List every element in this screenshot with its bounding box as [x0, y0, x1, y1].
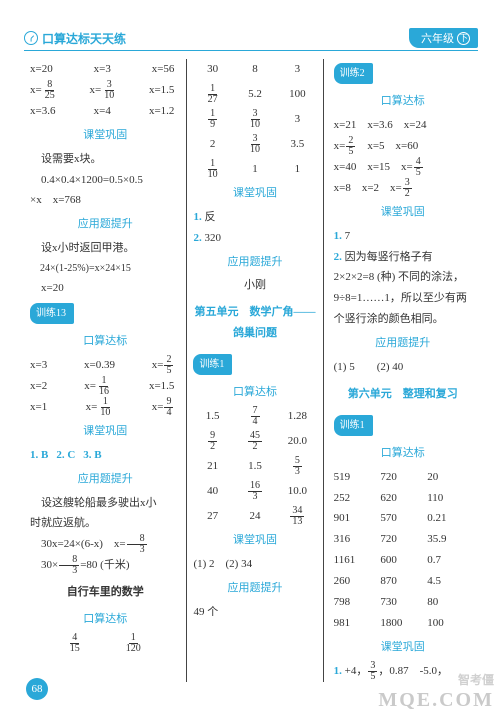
c2-kt2t: 课堂巩固 — [193, 530, 316, 551]
unit5: 第五单元 数学广角——鸽巢问题 — [193, 302, 316, 344]
bike-vals: 415 1120 — [30, 633, 180, 654]
c1-row2: x=825 x=310 x=1.5 — [30, 80, 180, 101]
pill-2: 训练2 — [334, 63, 373, 84]
c1-kg1: 设需要x块。 — [30, 149, 180, 170]
c2-yy2v: 49 个 — [193, 602, 316, 623]
column-2: 3083 1275.2100 193103 23103.5 11011 课堂巩固… — [187, 59, 323, 682]
c2-t2: 1.5741.28 9245220.0 211.553 4016310.0 27… — [193, 406, 316, 527]
c3-kt1: 1. 7 — [334, 226, 472, 247]
page-header: 口算达标天天练 六年级 下 — [24, 28, 478, 51]
c1-ks2r2: x=2 x=116 x=1.5 — [30, 376, 180, 397]
c1-ks2r3: x=1 x=110 x=94 — [30, 397, 180, 418]
c2-kt1: 1. 反 — [193, 207, 316, 228]
c1-row1: x=20 x=3 x=56 — [30, 59, 180, 80]
c1-yy2l1: 设这艘轮船最多驶出x小 — [30, 493, 180, 514]
sec-yy: 应用题提升 — [30, 214, 180, 235]
sec-yy2: 应用题提升 — [30, 469, 180, 490]
c1-yy2l2: 时就应返航。 — [30, 513, 180, 534]
c1-ks2r1: x=3 x=0.39 x=25 — [30, 355, 180, 376]
column-1: x=20 x=3 x=56 x=825 x=310 x=1.5 x=3.6 x=… — [24, 59, 187, 682]
c1-kg2: 0.4×0.4×1200=0.5×0.5 — [30, 170, 180, 191]
clock-icon — [24, 31, 38, 45]
c3-ks-r3: x=40 x=15 x=45 — [334, 157, 472, 178]
c2-kt2: 2. 320 — [193, 228, 316, 249]
sec-ketang: 课堂巩固 — [30, 125, 180, 146]
grade-badge: 六年级 下 — [409, 28, 478, 48]
c3-ks-r4: x=8 x=2 x=32 — [334, 178, 472, 199]
c2-kt: 课堂巩固 — [193, 183, 316, 204]
pill-1b: 训练1 — [334, 415, 373, 436]
unit6: 第六单元 整理和复习 — [334, 384, 472, 405]
c1-kg3: ×x x=768 — [30, 190, 180, 211]
c1-yy3: x=20 — [30, 278, 180, 299]
watermark-bottom: MQE.COM — [378, 689, 494, 712]
sec-ks-bike: 口算达标 — [30, 609, 180, 630]
book-title: 口算达标天天练 — [42, 30, 126, 47]
c2-ks2: 口算达标 — [193, 382, 316, 403]
header-left: 口算达标天天练 — [24, 30, 126, 47]
c1-row3: x=3.6 x=4 x=1.2 — [30, 101, 180, 122]
c3-table: 51972020 252620110 9015700.21 31672035.9… — [334, 467, 472, 634]
c3-yy: 应用题提升 — [334, 333, 472, 354]
c1-kt2: 1. B 2. C 3. B — [30, 445, 180, 466]
c1-yy1: 设x小时返回甲港。 — [30, 238, 180, 259]
c1-yy2l4: 30×83=80 (千米) — [30, 555, 180, 576]
sec-kt2: 课堂巩固 — [30, 421, 180, 442]
c2-grid: 3083 1275.2100 193103 23103.5 11011 — [193, 59, 316, 180]
watermark-top: 智考僵 — [458, 671, 494, 688]
c3-ks-r1: x=21 x=3.6 x=24 — [334, 115, 472, 136]
c3-kt2: 2. 因为每竖行格子有2×2×2=8 (种) 不同的涂法，9÷8=1……1，所以… — [334, 247, 472, 331]
c2-yy-val: 小刚 — [193, 275, 316, 296]
content-columns: x=20 x=3 x=56 x=825 x=310 x=1.5 x=3.6 x=… — [24, 59, 478, 682]
c2-yy: 应用题提升 — [193, 252, 316, 273]
column-3: 训练2 口算达标 x=21 x=3.6 x=24 x=25 x=5 x=60 x… — [324, 59, 478, 682]
c1-yy2l3: 30x=24×(6-x) x=83 — [30, 534, 180, 555]
c3-kt3-line: 1. +4，35，0.87 -5.0， — [334, 661, 472, 682]
c2-kt2v: (1) 2 (2) 34 — [193, 554, 316, 575]
c3-ks2: 口算达标 — [334, 443, 472, 464]
c3-ks-r2: x=25 x=5 x=60 — [334, 136, 472, 157]
c3-ks: 口算达标 — [334, 91, 472, 112]
c3-yy-v: (1) 5 (2) 40 — [334, 357, 472, 378]
bike-title: 自行车里的数学 — [30, 582, 180, 603]
page-number: 68 — [26, 678, 48, 700]
sec-ks2: 口算达标 — [30, 331, 180, 352]
c3-kt3: 课堂巩固 — [334, 637, 472, 658]
grade-suffix: 下 — [457, 32, 470, 45]
pill-1a: 训练1 — [193, 354, 232, 375]
c3-kt: 课堂巩固 — [334, 202, 472, 223]
grade-text: 六年级 — [421, 30, 454, 46]
c2-yy2t: 应用题提升 — [193, 578, 316, 599]
pill-13: 训练13 — [30, 303, 74, 324]
c1-yy2: 24×(1-25%)=x×24×15 — [30, 259, 180, 278]
